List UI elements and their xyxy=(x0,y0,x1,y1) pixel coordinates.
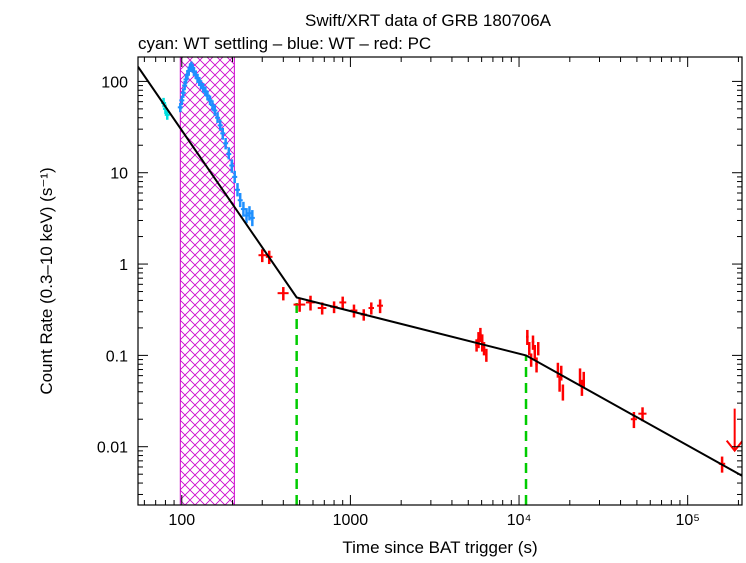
axes-layer: 100 1000 10⁴ 10⁵ 100 10 1 0.1 0.01 xyxy=(97,56,743,529)
chart-title: Swift/XRT data of GRB 180706A xyxy=(305,11,552,30)
model-fit-line xyxy=(138,66,742,477)
y-tick-label: 1 xyxy=(119,257,128,274)
x-tick-label: 10⁵ xyxy=(675,512,699,529)
y-axis-label: Count Rate (0.3–10 keV) (s⁻¹) xyxy=(37,167,56,394)
break-lines-layer xyxy=(295,297,528,505)
y-tick-label: 0.01 xyxy=(97,440,128,457)
upper-limit-arrowhead xyxy=(725,440,742,453)
shaded-interval xyxy=(179,56,235,506)
y-tick-label: 10 xyxy=(110,166,128,183)
x-axis-label: Time since BAT trigger (s) xyxy=(342,538,537,557)
data-points-layer xyxy=(161,61,742,473)
x-tick-label: 1000 xyxy=(333,512,369,529)
x-tick-label: 10⁴ xyxy=(507,512,532,529)
y-tick-label: 0.1 xyxy=(106,348,128,365)
model-line-layer xyxy=(138,66,742,477)
x-tick-label: 100 xyxy=(168,512,195,529)
plot-frame xyxy=(137,56,743,506)
shaded-interval-layer xyxy=(179,56,235,506)
chart-subtitle: cyan: WT settling – blue: WT – red: PC xyxy=(138,34,431,53)
y-tick-label: 100 xyxy=(101,74,128,91)
